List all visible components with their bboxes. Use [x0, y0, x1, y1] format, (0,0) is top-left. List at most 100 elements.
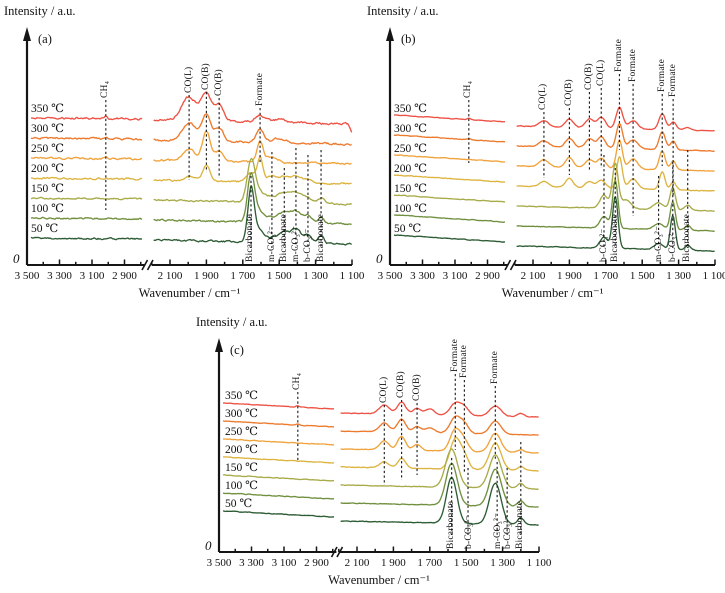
annotation-b-co-1332: b-CO₃²⁻ — [668, 228, 679, 262]
x-tick-label: 3 300 — [410, 270, 435, 282]
panel-label-a: (a) — [38, 32, 52, 46]
temperature-label-200: 200 ℃ — [394, 163, 427, 175]
spectrum-curve-left-50 — [393, 234, 506, 243]
spectrum-curve-right-100 — [340, 462, 539, 508]
annotation-co-b-1770: CO(B) — [411, 374, 422, 401]
x-tick-label: 1 300 — [303, 270, 328, 282]
temperature-label-300: 300 ℃ — [31, 123, 64, 135]
spectrum-curve-right-100 — [516, 180, 715, 232]
panel-a: 3 500 3 300 3 100 2 900 2 100 1 900 1 700 1 500… — [0, 0, 364, 300]
x-tick-label: 1 100 — [339, 270, 365, 282]
x-tick-label: 1 700 — [417, 557, 443, 569]
origin-label: 0 — [205, 538, 212, 553]
y-axis-arrow-icon — [386, 27, 394, 41]
x-tick-label: 1 500 — [629, 270, 655, 282]
annotation-m-co-1540: m-CO₃²⁻ — [267, 225, 278, 262]
annotation-co-b-1790: CO(B) — [583, 63, 594, 90]
axis-break-icon — [509, 259, 517, 271]
annotation-bicarbonate-1200: Bicarbonate — [515, 500, 526, 549]
spectrum-curve-left-100 — [393, 214, 506, 223]
x-tick-label: 1 900 — [381, 557, 406, 569]
panel-a-plot — [23, 27, 353, 271]
axis-break-icon — [504, 259, 512, 271]
panel-c: 3 500 3 300 3 100 2 900 2 100 1 900 1 700 1 500… — [180, 300, 551, 593]
spectrum-curve-left-250 — [222, 438, 334, 446]
annotation-co-l-1725: CO(L) — [595, 59, 606, 86]
panel-label-b: (b) — [401, 32, 416, 46]
spectrum-curve-right-200 — [153, 156, 352, 186]
spectrum-curve-left-350 — [222, 402, 335, 410]
x-tick-label: 2 100 — [344, 557, 370, 569]
x-tick-label: 1 300 — [666, 270, 691, 282]
annotation-co-b-1900: CO(B) — [200, 63, 211, 90]
spectrum-curve-right-250 — [516, 139, 715, 172]
spectrum-curve-left-300 — [393, 134, 506, 143]
spectrum-curve-left-50 — [30, 236, 143, 241]
temperature-label-250: 250 ℃ — [225, 426, 258, 438]
x-tick-label: 1 100 — [526, 557, 552, 569]
annotation-ch-3015: CH₄ — [463, 80, 474, 98]
annotation-b-co-1710: b-CO₃²⁻ — [599, 228, 610, 262]
temperature-label-200: 200 ℃ — [225, 444, 258, 456]
spectrum-curve-left-150 — [393, 194, 506, 203]
axis-break-icon — [330, 546, 338, 558]
y-axis-title: Intensity / a.u. — [367, 4, 439, 18]
annotation-ch-3015: CH₄ — [100, 80, 111, 98]
x-tick-label: 3 500 — [206, 557, 232, 569]
axis-break-icon — [336, 546, 344, 558]
y-axis-arrow-icon — [215, 338, 223, 352]
spectrum-curve-left-150 — [30, 196, 143, 201]
spectrum-curve-right-150 — [516, 162, 715, 212]
y-axis-arrow-icon — [23, 27, 31, 41]
annotation-formate-1340: Formate — [489, 350, 500, 384]
annotation-m-co-1330: m-CO₃²⁻ — [492, 512, 503, 549]
axis-break-icon — [146, 259, 154, 271]
temperature-label-50: 50 ℃ — [394, 223, 422, 235]
spectrum-curve-left-350 — [30, 115, 143, 121]
temperature-label-150: 150 ℃ — [225, 462, 258, 474]
panel-b: 3 500 3 300 3 100 2 900 2 100 1 900 1 700 1 500… — [363, 0, 725, 300]
spectrum-curve-right-200 — [340, 436, 539, 472]
x-tick-label: 3 300 — [47, 270, 72, 282]
spectrum-curve-left-100 — [30, 216, 143, 221]
axis-break-icon — [141, 259, 149, 271]
temperature-label-150: 150 ℃ — [394, 183, 427, 195]
annotation-formate-1550: Formate — [627, 48, 638, 82]
x-tick-label: 3 300 — [239, 557, 264, 569]
spectrum-curve-left-150 — [222, 474, 335, 482]
origin-label: 0 — [13, 251, 20, 266]
temperature-label-50: 50 ℃ — [31, 223, 59, 235]
x-tick-label: 1 900 — [557, 270, 582, 282]
temperature-label-200: 200 ℃ — [31, 163, 64, 175]
origin-label: 0 — [376, 251, 383, 266]
x-tick-label: 2 100 — [157, 270, 183, 282]
x-tick-label: 1 700 — [230, 270, 256, 282]
x-axis-title: Wavenumber / cm⁻¹ — [328, 573, 430, 587]
x-tick-label: 3 100 — [271, 557, 297, 569]
x-tick-label: 1 500 — [266, 270, 292, 282]
temperature-label-50: 50 ℃ — [225, 498, 253, 510]
spectrum-curve-right-50 — [340, 476, 539, 526]
annotation-b-co-1275: b-CO₃²⁻ — [502, 515, 513, 549]
spectrum-curve-left-300 — [222, 420, 335, 428]
temperature-label-100: 100 ℃ — [394, 203, 427, 215]
spectrum-curve-right-350 — [516, 106, 715, 132]
spectrum-curve-right-100 — [153, 172, 352, 226]
annotation-co-l-1950: CO(L) — [378, 376, 389, 403]
annotation-co-l-2040: CO(L) — [538, 83, 549, 110]
temperature-label-350: 350 ℃ — [31, 103, 64, 115]
annotation-bicarbonate-1580: Bicarbonate — [446, 500, 457, 549]
temperature-label-300: 300 ℃ — [225, 408, 258, 420]
annotation-formate-1510: Formate — [458, 344, 469, 378]
panel-b-plot — [386, 27, 716, 271]
annotation-co-b-1830: CO(B) — [213, 69, 224, 96]
temperature-label-250: 250 ℃ — [394, 143, 427, 155]
spectrum-curve-left-50 — [222, 510, 335, 518]
annotation-co-l-1995: CO(L) — [183, 66, 194, 93]
annotation-formate-1330: Formate — [667, 63, 678, 97]
x-tick-label: 2 900 — [112, 270, 137, 282]
spectrum-curve-right-200 — [516, 156, 715, 192]
annotation-bicarbonate-1472: Bicarbonate — [278, 213, 289, 262]
annotation-m-co-1410: m-CO₃²⁻ — [654, 225, 665, 262]
